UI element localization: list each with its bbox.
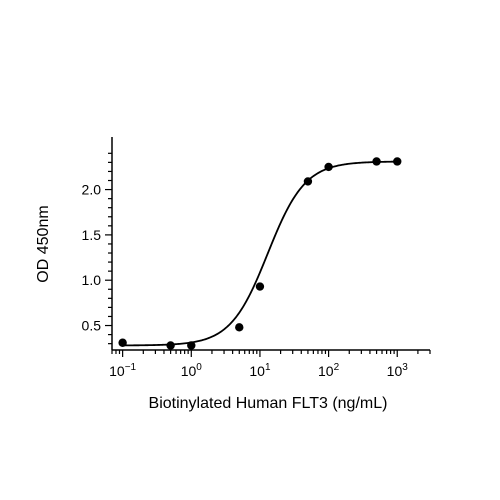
data-point xyxy=(255,282,265,291)
data-point xyxy=(118,338,127,347)
x-tick-label: 102 xyxy=(318,362,340,379)
y-axis-ticks: 0.5 1.0 1.5 2.0 xyxy=(82,152,112,345)
x-tick-label: 103 xyxy=(387,362,409,379)
y-tick-label: 1.0 xyxy=(82,272,102,288)
x-axis-ticks: 10−1 100 101 102 103 xyxy=(109,350,431,379)
data-point xyxy=(235,323,244,332)
data-point xyxy=(187,341,196,350)
x-tick-label: 10−1 xyxy=(109,362,136,379)
x-tick-label: 101 xyxy=(249,362,271,379)
x-axis-label: Biotinylated Human FLT3 (ng/mL) xyxy=(149,395,388,412)
fit-curve xyxy=(122,160,398,347)
y-tick-label: 2.0 xyxy=(82,182,102,198)
y-tick-label: 1.5 xyxy=(82,227,102,243)
data-point xyxy=(166,341,175,350)
data-point xyxy=(393,157,402,166)
data-point xyxy=(324,162,333,172)
data-points xyxy=(118,157,402,350)
data-point xyxy=(303,177,313,186)
y-axis-label: OD 450nm xyxy=(35,205,52,282)
x-tick-label: 100 xyxy=(181,362,203,379)
data-point xyxy=(372,157,381,166)
y-tick-label: 0.5 xyxy=(82,318,102,334)
